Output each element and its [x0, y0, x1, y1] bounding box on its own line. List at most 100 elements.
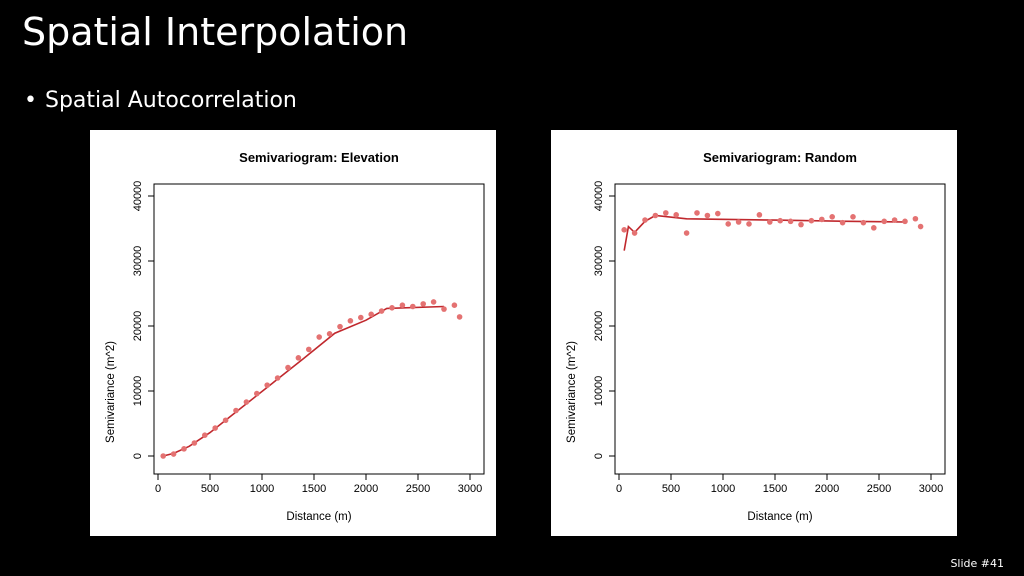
bullet-marker: •: [24, 88, 37, 113]
data-point: [441, 306, 447, 312]
x-tick-label: 0: [155, 483, 161, 495]
y-axis-label: Semivariance (m^2): [105, 341, 117, 443]
x-axis: 0 500 1000 1500 2000 2500 3000: [155, 474, 482, 495]
data-point: [202, 432, 208, 439]
data-point: [663, 210, 669, 216]
data-point: [881, 218, 887, 225]
data-point: [306, 346, 312, 353]
x-tick-label: 1000: [250, 483, 274, 495]
data-point: [451, 302, 458, 308]
data-point: [871, 225, 877, 231]
x-axis: 0 500 1000 1500 2000 2500 3000: [616, 474, 943, 495]
chart-random-svg: Semivariogram: Random Distance (m) Semiv…: [566, 150, 946, 523]
data-point: [347, 318, 354, 324]
data-point: [912, 215, 919, 222]
slide-title: Spatial Interpolation: [22, 10, 409, 54]
y-tick-label: 40000: [132, 181, 144, 212]
data-point: [160, 453, 166, 459]
data-point: [808, 217, 815, 224]
data-point: [715, 210, 721, 217]
bullet-text: Spatial Autocorrelation: [44, 88, 297, 113]
data-point: [777, 217, 783, 224]
data-point: [222, 417, 229, 424]
data-point: [212, 425, 218, 431]
data-point: [787, 218, 794, 225]
x-tick-label: 2000: [354, 483, 378, 495]
data-point: [399, 302, 406, 308]
data-point: [378, 308, 385, 314]
data-point: [746, 221, 752, 227]
data-point: [285, 364, 291, 371]
data-point: [368, 311, 375, 318]
data-point: [243, 399, 250, 405]
data-point: [756, 212, 763, 218]
data-point: [420, 301, 427, 307]
data-point: [652, 212, 659, 219]
data-point: [642, 217, 648, 223]
x-axis-label: Distance (m): [286, 511, 351, 523]
data-point: [410, 303, 416, 310]
data-point: [891, 217, 898, 223]
x-tick-label: 3000: [919, 483, 943, 495]
y-tick-label: 20000: [593, 311, 605, 342]
y-axis: 0 10000 20000 30000 40000: [132, 181, 154, 459]
data-point: [798, 221, 804, 228]
data-point: [819, 216, 825, 223]
x-tick-label: 1000: [711, 483, 735, 495]
data-point: [191, 440, 198, 446]
data-point: [621, 227, 627, 233]
bullet-point: • Spatial Autocorrelation: [24, 88, 297, 114]
data-point: [829, 214, 835, 220]
x-tick-label: 0: [616, 483, 622, 495]
data-point: [704, 212, 711, 219]
x-axis-label: Distance (m): [747, 511, 812, 523]
data-point: [917, 223, 924, 230]
data-point: [389, 305, 395, 311]
chart-title: Semivariogram: Random: [703, 150, 857, 165]
data-point: [683, 230, 690, 236]
data-point: [430, 299, 437, 305]
data-point: [274, 375, 281, 381]
data-point: [358, 314, 364, 321]
x-tick-label: 2500: [406, 483, 430, 495]
y-tick-label: 30000: [593, 246, 605, 277]
data-point: [326, 331, 333, 337]
data-point: [254, 390, 260, 397]
data-point: [233, 407, 239, 414]
data-point: [725, 221, 731, 227]
x-tick-label: 1500: [302, 483, 326, 495]
x-tick-label: 1500: [763, 483, 787, 495]
data-point: [850, 214, 856, 220]
x-tick-label: 500: [662, 483, 680, 495]
plot-frame: [153, 183, 485, 475]
data-point: [316, 334, 322, 340]
data-point: [337, 323, 343, 330]
data-point: [860, 219, 867, 226]
data-point: [631, 230, 638, 236]
y-axis: 0 10000 20000 30000 40000: [593, 181, 615, 459]
data-points: [621, 210, 924, 236]
y-tick-label: 10000: [132, 376, 144, 407]
x-tick-label: 3000: [458, 483, 482, 495]
y-tick-label: 40000: [593, 181, 605, 212]
data-points: [160, 299, 463, 459]
y-tick-label: 30000: [132, 246, 144, 277]
slide-number: Slide #41: [950, 557, 1004, 570]
x-tick-label: 500: [201, 483, 219, 495]
y-tick-label: 0: [593, 453, 605, 459]
chart-elevation: Semivariogram: Elevation Distance (m) Se…: [90, 130, 496, 536]
data-point: [839, 219, 846, 226]
data-point: [673, 212, 679, 218]
data-point: [264, 382, 270, 388]
chart-random: Semivariogram: Random Distance (m) Semiv…: [551, 130, 957, 536]
y-axis-label: Semivariance (m^2): [566, 341, 578, 443]
data-point: [456, 314, 463, 320]
data-point: [170, 451, 177, 457]
data-point: [295, 355, 302, 361]
plot-frame: [614, 183, 946, 475]
x-tick-label: 2000: [815, 483, 839, 495]
y-tick-label: 10000: [593, 376, 605, 407]
y-tick-label: 20000: [132, 311, 144, 342]
chart-elevation-svg: Semivariogram: Elevation Distance (m) Se…: [105, 150, 485, 523]
data-point: [694, 210, 700, 216]
